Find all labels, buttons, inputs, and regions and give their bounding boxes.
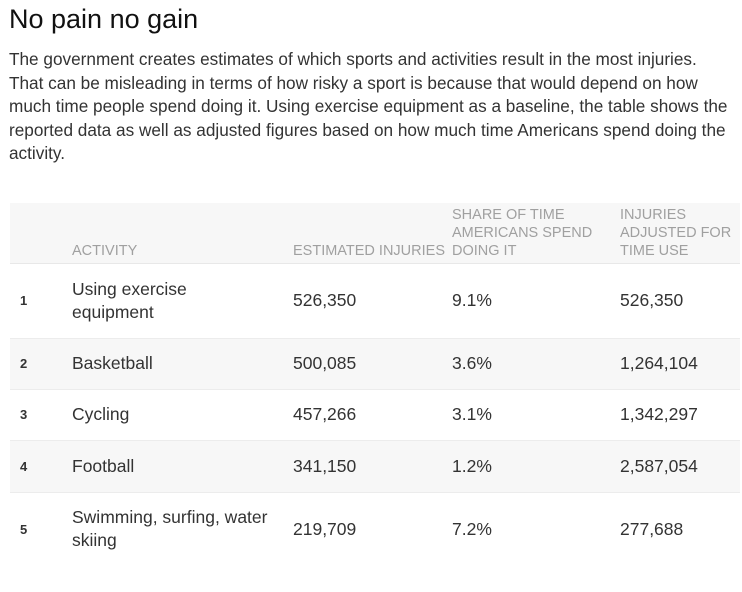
header-estimated-injuries[interactable]: Estimated injuries — [293, 203, 452, 264]
description: The government creates estimates of whic… — [9, 49, 728, 163]
header-adjusted-injuries[interactable]: Injuries adjusted for time use — [620, 203, 740, 264]
activity: Swimming, surfing, water skiing — [72, 507, 268, 551]
estimated-injuries: 341,150 — [293, 440, 452, 493]
rank: 3 — [10, 389, 72, 441]
adjusted-injuries: 1,264,104 — [620, 338, 740, 390]
share-of-time: 9.1% — [452, 263, 620, 339]
injuries-table: Activity Estimated injuries Share of tim… — [10, 203, 740, 566]
adjusted-injuries: 526,350 — [620, 263, 740, 339]
header-rank — [10, 203, 72, 264]
estimated-injuries: 457,266 — [293, 389, 452, 441]
header-share-of-time[interactable]: Share of time Americans spend doing it — [452, 203, 620, 264]
share-of-time: 3.6% — [452, 338, 620, 390]
table-row: 4 Football 341,150 1.2% 2,587,054 — [10, 440, 740, 493]
activity: Using exercise equipment — [72, 263, 293, 339]
estimated-injuries: 526,350 — [293, 263, 452, 339]
rank: 4 — [10, 440, 72, 493]
adjusted-injuries: 2,587,054 — [620, 440, 740, 493]
adjusted-injuries: 277,688 — [620, 518, 684, 539]
table-header-row: Activity Estimated injuries Share of tim… — [10, 203, 740, 264]
estimated-injuries: 219,709 — [293, 518, 357, 539]
rank: 1 — [10, 263, 72, 339]
table-row: 1 Using exercise equipment 526,350 9.1% … — [10, 263, 740, 339]
estimated-injuries: 500,085 — [293, 338, 452, 390]
adjusted-injuries: 1,342,297 — [620, 389, 740, 441]
rank: 5 — [20, 521, 28, 537]
share-of-time: 7.2% — [452, 518, 492, 539]
activity: Basketball — [72, 338, 293, 390]
table-row: 2 Basketball 500,085 3.6% 1,264,104 — [10, 338, 740, 390]
activity: Football — [72, 440, 293, 493]
activity: Cycling — [72, 389, 293, 441]
page-title: No pain no gain — [9, 4, 199, 34]
table-row: 5 Swimming, surfing, water skiing 219,70… — [10, 492, 740, 566]
table-row: 3 Cycling 457,266 3.1% 1,342,297 — [10, 389, 740, 441]
share-of-time: 3.1% — [452, 389, 620, 441]
header-activity[interactable]: Activity — [72, 203, 293, 264]
rank: 2 — [10, 338, 72, 390]
share-of-time: 1.2% — [452, 440, 620, 493]
